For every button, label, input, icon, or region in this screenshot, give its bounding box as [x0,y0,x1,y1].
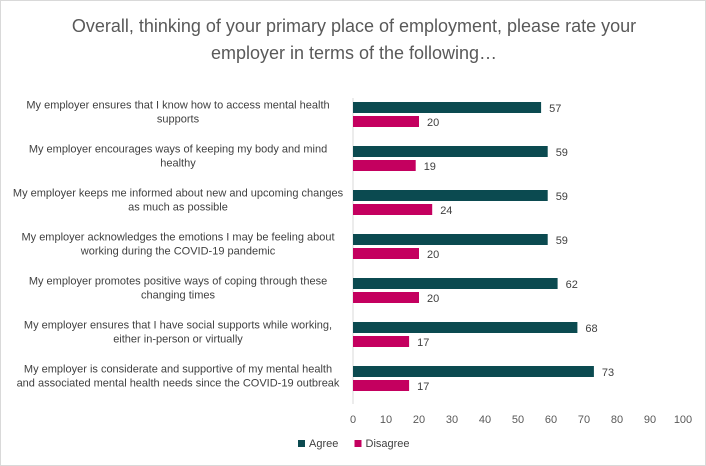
category-label: My employer promotes positive ways of co… [29,276,327,302]
data-label-disagree: 17 [417,337,429,349]
category-label-line: My employer encourages ways of keeping m… [29,144,327,156]
bar-disagree [353,116,419,127]
category-label-line: changing times [141,290,215,302]
category-label: My employer ensures that I have social s… [24,320,332,346]
data-label-disagree: 19 [424,161,436,173]
category-label-line: My employer promotes positive ways of co… [29,276,327,288]
category-label-line: either in-person or virtually [113,334,243,346]
bar-disagree [353,380,410,391]
bar-agree [353,366,594,377]
data-label-disagree: 20 [427,293,439,305]
category-label-line: My employer ensures that I have social s… [24,320,332,332]
data-label-agree: 59 [556,235,568,247]
x-tick-label: 30 [446,414,458,426]
data-label-agree: 59 [556,191,568,203]
data-label-agree: 59 [556,147,568,159]
category-label-line: working during the COVID-19 pandemic [80,246,276,258]
category-label-line: My employer is considerate and supportiv… [24,364,332,376]
category-label-line: My employer ensures that I know how to a… [26,100,329,112]
bar-disagree [353,336,410,347]
x-tick-label: 0 [350,414,356,426]
x-tick-label: 40 [479,414,491,426]
data-label-agree: 73 [602,367,614,379]
data-label-disagree: 24 [440,205,452,217]
category-label-line: healthy [160,158,196,170]
bar-agree [353,234,548,245]
x-tick-label: 60 [545,414,557,426]
x-tick-label: 10 [380,414,392,426]
data-label-disagree: 17 [417,381,429,393]
category-label-line: as much as possible [128,202,228,214]
bar-agree [353,322,578,333]
chart-title: Overall, thinking of your primary place … [71,16,637,63]
category-label: My employer encourages ways of keeping m… [29,144,327,170]
category-label: My employer is considerate and supportiv… [17,364,340,390]
data-label-agree: 68 [585,323,597,335]
legend-label-agree: Agree [309,438,338,450]
bar-agree [353,190,548,201]
data-label-disagree: 20 [427,249,439,261]
category-label: My employer acknowledges the emotions I … [21,232,334,258]
x-tick-label: 70 [578,414,590,426]
category-label-line: supports [157,114,200,126]
category-label-line: My employer acknowledges the emotions I … [21,232,334,244]
category-label: My employer ensures that I know how to a… [26,100,329,126]
x-tick-label: 80 [611,414,623,426]
x-tick-label: 100 [674,414,692,426]
bar-disagree [353,292,419,303]
x-tick-label: 20 [413,414,425,426]
data-label-agree: 62 [566,279,578,291]
legend-label-disagree: Disagree [366,438,410,450]
bar-disagree [353,204,433,215]
bar-agree [353,278,558,289]
bar-disagree [353,160,416,171]
legend-swatch-agree [298,440,305,447]
bar-agree [353,146,548,157]
x-tick-label: 50 [512,414,524,426]
data-label-disagree: 20 [427,117,439,129]
bar-disagree [353,248,419,259]
data-label-agree: 57 [549,103,561,115]
x-tick-label: 90 [644,414,656,426]
category-label-line: and associated mental health needs since… [17,378,340,390]
category-label-line: My employer keeps me informed about new … [13,188,344,200]
category-label: My employer keeps me informed about new … [13,188,344,214]
bar-agree [353,102,542,113]
legend-swatch-disagree [354,440,362,447]
